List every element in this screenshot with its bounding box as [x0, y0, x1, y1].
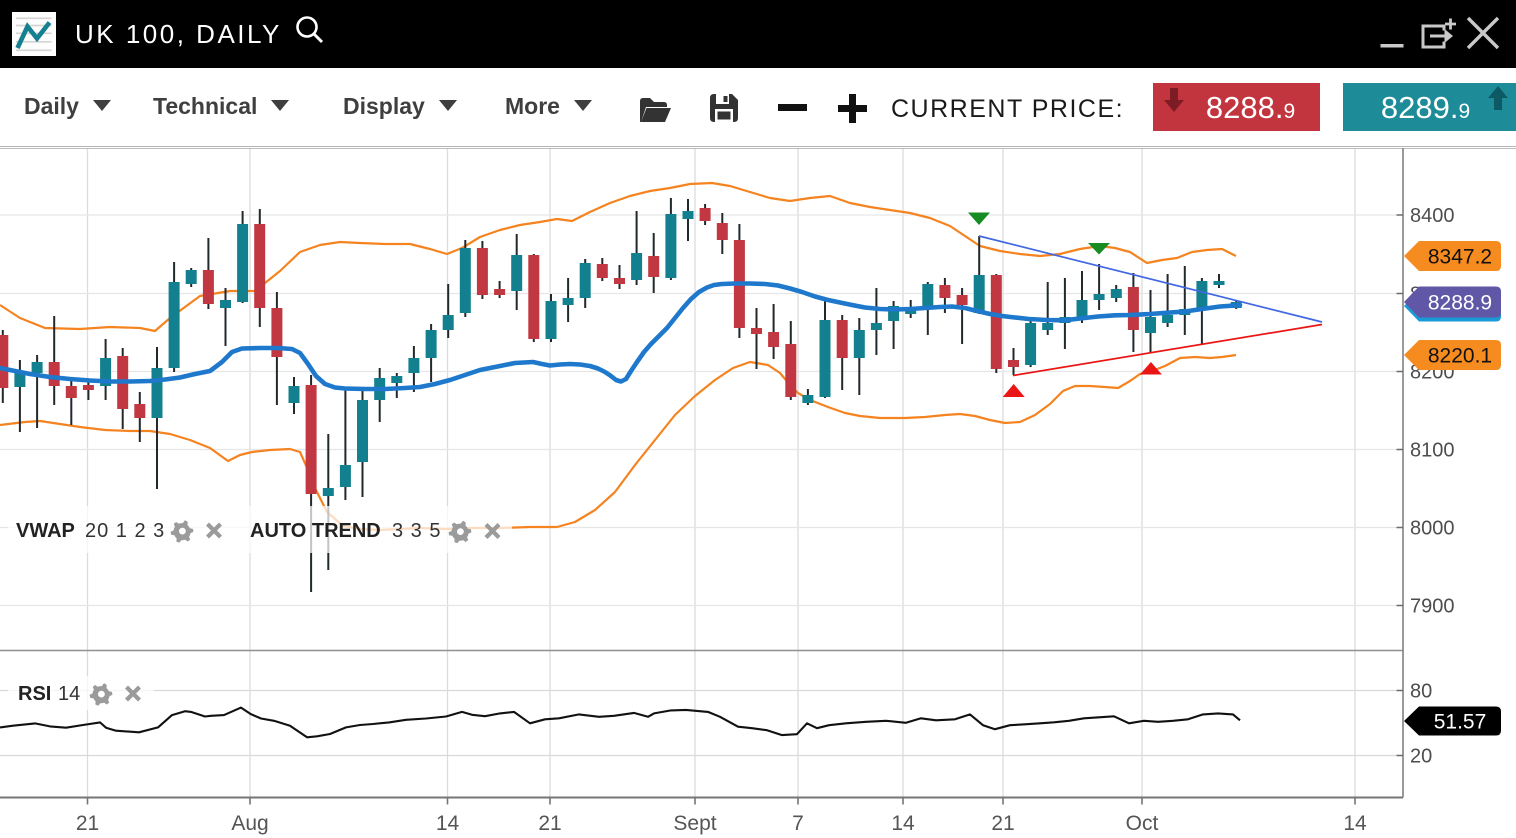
svg-text:8288.9: 8288.9	[1428, 292, 1492, 315]
svg-text:14: 14	[436, 812, 460, 835]
svg-text:20: 20	[1410, 746, 1432, 768]
svg-text:3 3 5: 3 3 5	[392, 520, 441, 542]
svg-text:8347.2: 8347.2	[1428, 246, 1492, 269]
svg-text:14: 14	[58, 683, 80, 705]
svg-text:7: 7	[792, 812, 804, 835]
svg-text:8100: 8100	[1410, 440, 1455, 462]
svg-text:Sept: Sept	[673, 812, 716, 835]
svg-text:AUTO TREND: AUTO TREND	[250, 520, 381, 542]
svg-text:21: 21	[991, 812, 1014, 835]
svg-text:Oct: Oct	[1126, 812, 1159, 835]
svg-text:14: 14	[1343, 812, 1367, 835]
svg-text:21: 21	[76, 812, 99, 835]
svg-text:8000: 8000	[1410, 518, 1455, 540]
svg-text:VWAP: VWAP	[16, 520, 75, 542]
svg-text:RSI: RSI	[18, 683, 51, 705]
svg-text:80: 80	[1410, 681, 1432, 703]
svg-text:21: 21	[538, 812, 561, 835]
svg-text:8220.1: 8220.1	[1428, 345, 1492, 368]
svg-text:20 1 2 3: 20 1 2 3	[85, 520, 165, 542]
svg-text:Aug: Aug	[231, 812, 268, 835]
svg-text:7900: 7900	[1410, 596, 1455, 618]
svg-text:51.57: 51.57	[1434, 711, 1487, 734]
svg-text:8400: 8400	[1410, 205, 1455, 227]
svg-text:14: 14	[891, 812, 915, 835]
